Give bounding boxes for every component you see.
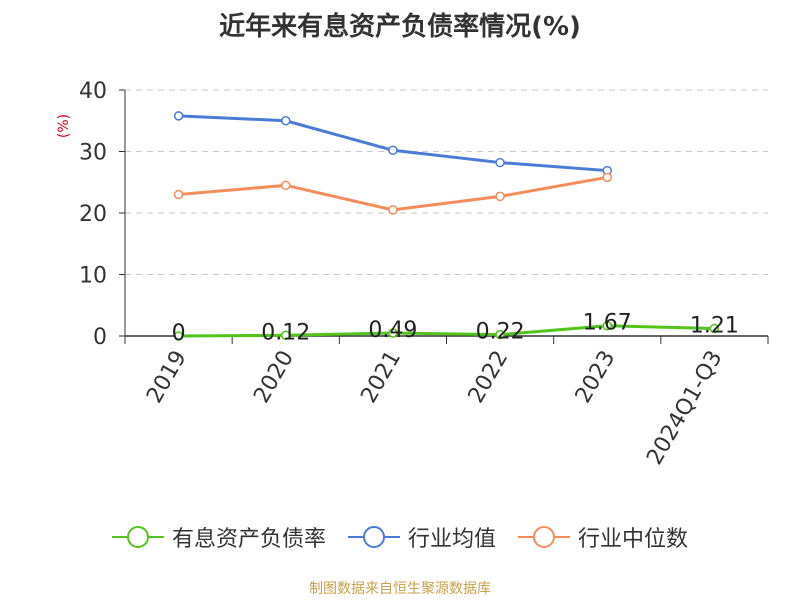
legend-item-industry-median[interactable]: 行业中位数 <box>518 521 688 553</box>
x-tick-label: 2023 <box>571 347 621 408</box>
y-tick-label: 0 <box>93 325 107 350</box>
data-label: 0.22 <box>476 320 525 345</box>
y-tick-label: 10 <box>79 264 107 289</box>
data-point <box>495 157 505 168</box>
data-point <box>281 116 291 126</box>
data-point <box>495 191 505 202</box>
data-point <box>602 320 612 331</box>
x-tick-label: 2021 <box>356 347 406 408</box>
data-point <box>173 331 184 341</box>
data-point <box>388 328 398 338</box>
y-tick-label: 20 <box>79 202 107 227</box>
legend-marker-icon <box>111 526 164 548</box>
data-point <box>173 111 184 121</box>
series-line <box>178 175 608 212</box>
legend-label: 行业中位数 <box>578 527 689 552</box>
y-tick-label: 40 <box>79 79 107 104</box>
legend-label: 行业均值 <box>407 527 496 552</box>
data-label: 1.67 <box>583 311 632 336</box>
legend-marker-icon <box>518 526 570 548</box>
data-point <box>281 180 291 191</box>
data-point <box>388 205 398 215</box>
data-label: 0.49 <box>368 318 417 343</box>
data-point <box>281 330 291 341</box>
x-tick-label: 2024Q1-Q3 <box>642 347 727 470</box>
series-lines <box>173 111 720 341</box>
legend-label: 有息资产负债率 <box>171 527 326 552</box>
x-tick-label: 2022 <box>464 347 514 408</box>
x-tick-label: 2020 <box>249 347 299 408</box>
legend-item-interest-bearing-debt-ratio[interactable]: 有息资产负债率 <box>111 521 326 553</box>
data-point <box>709 323 720 334</box>
legend-marker-icon <box>347 526 400 548</box>
data-label: 0 <box>172 321 186 346</box>
series-line <box>178 324 715 338</box>
data-point <box>602 172 612 183</box>
grid-lines <box>125 89 768 275</box>
series-line <box>178 114 608 173</box>
y-axis-label: (%) <box>56 114 72 138</box>
data-source-note: 制图数据来自恒生聚源数据库 <box>309 581 491 597</box>
legend-item-industry-mean[interactable]: 行业均值 <box>347 521 496 553</box>
data-point <box>173 189 184 200</box>
y-tick-label: 30 <box>79 141 107 166</box>
data-label: 0.12 <box>261 320 310 345</box>
legend: 有息资产负债率 行业均值 行业中位数 <box>0 520 800 554</box>
data-labels: 0 0.12 0.49 0.22 1.67 1.21 <box>172 311 739 346</box>
data-point <box>495 329 505 340</box>
x-tick-label: 2019 <box>142 347 192 408</box>
data-label: 1.21 <box>690 314 739 339</box>
data-point <box>388 145 398 156</box>
chart-title: 近年来有息资产负债率情况(%) <box>219 12 581 42</box>
